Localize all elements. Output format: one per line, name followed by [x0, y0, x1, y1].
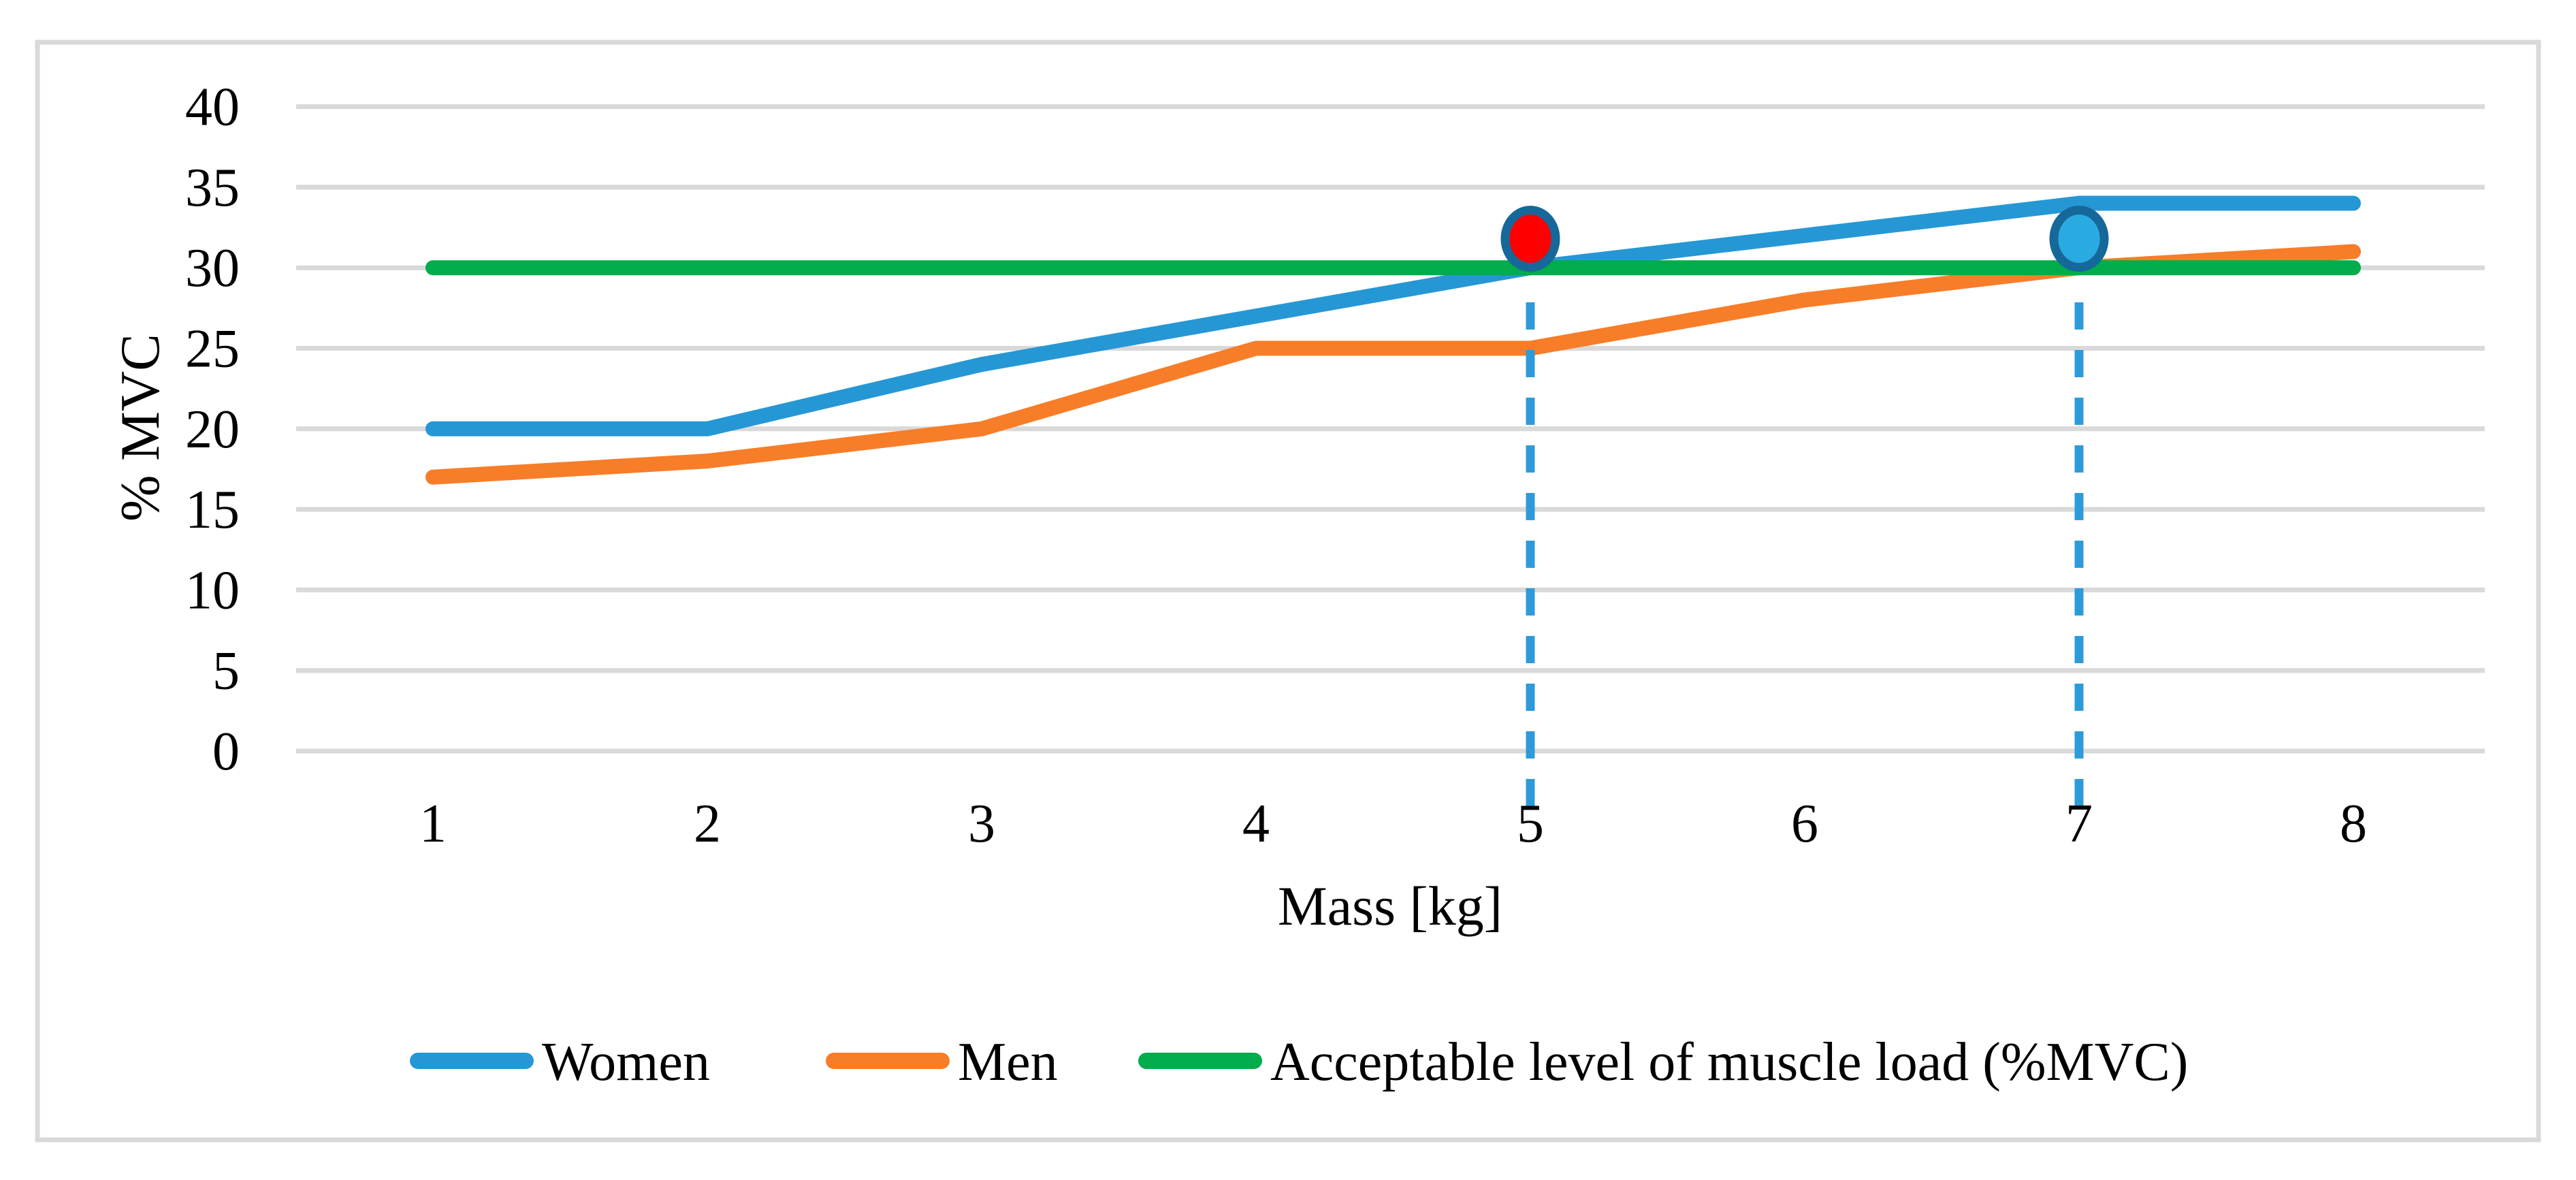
x-tick-label-7: 7: [2065, 794, 2093, 854]
intersection-markers: [1500, 206, 2109, 272]
series-line-0: [425, 195, 2361, 436]
legend-label-acceptable-level: Acceptable level of muscle load (%MVC): [1270, 1032, 2188, 1092]
y-tick-labels: 0 5 10 15 20 25 30 35 40: [185, 78, 240, 782]
legend-label-men: Men: [958, 1032, 1058, 1092]
marker-men-curve-reaches-acceptable-level: [2049, 206, 2109, 272]
x-tick-label-1: 1: [419, 794, 447, 854]
legend: Women Men Acceptable level of muscle loa…: [410, 1032, 2188, 1092]
y-tick-label-10: 10: [185, 560, 240, 620]
y-tick-label-25: 25: [185, 319, 240, 379]
x-tick-label-5: 5: [1517, 794, 1544, 854]
y-tick-label-40: 40: [185, 78, 240, 138]
y-tick-label-0: 0: [212, 722, 240, 782]
y-tick-label-30: 30: [185, 238, 240, 298]
droplines: [1526, 302, 2084, 814]
x-tick-label-4: 4: [1242, 794, 1270, 854]
legend-label-women: Women: [542, 1032, 710, 1092]
x-tick-label-3: 3: [968, 794, 995, 854]
x-tick-labels: 1 2 3 4 5 6 7 8: [419, 794, 2367, 854]
y-tick-label-5: 5: [212, 641, 240, 701]
y-tick-label-35: 35: [185, 158, 240, 218]
x-tick-label-2: 2: [694, 794, 721, 854]
marker-women-curve-reaches-acceptable-level: [1500, 206, 1560, 272]
y-tick-label-15: 15: [185, 480, 240, 540]
x-tick-label-8: 8: [2340, 794, 2367, 854]
x-tick-label-6: 6: [1791, 794, 1818, 854]
data-series: [425, 195, 2361, 485]
y-tick-label-20: 20: [185, 400, 240, 460]
x-axis-title: Mass [kg]: [1278, 875, 1502, 937]
y-axis-title: % MVC: [109, 334, 171, 522]
